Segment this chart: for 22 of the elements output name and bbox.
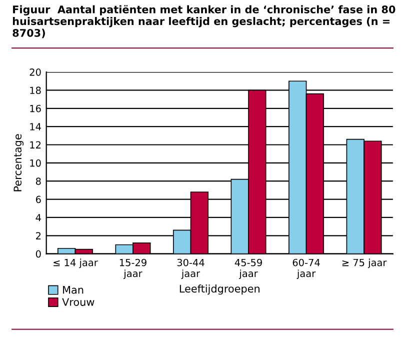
x-tick-label: 45-59 jaar bbox=[234, 258, 262, 279]
x-tick-label: ≤ 14 jaar bbox=[54, 258, 98, 268]
legend-label: Man bbox=[63, 286, 84, 294]
legend-label: Vrouw bbox=[62, 298, 94, 306]
y-tick-label: 0 bbox=[36, 250, 41, 258]
x-tick-label: 60-74 jaar bbox=[292, 258, 320, 279]
y-tick-label: 14 bbox=[30, 123, 41, 130]
y-tick-label: 4 bbox=[36, 214, 41, 222]
y-tick-label: 8 bbox=[36, 178, 41, 185]
chart-title: Figuur Aantal patiënten met kanker in de ‘chronische’ fase in 80 huisartsenpraktijken naar leeftijd en geslacht; percentages (n = 8703) bbox=[12, 5, 396, 38]
y-tick-label: 18 bbox=[30, 86, 41, 94]
x-axis-title: Leeftijdgroepen bbox=[180, 284, 260, 295]
y-tick-label: 10 bbox=[30, 159, 41, 167]
y-tick-label: 6 bbox=[36, 196, 41, 204]
x-tick-label: ≥ 75 jaar bbox=[342, 258, 387, 268]
y-tick-label: 12 bbox=[30, 141, 41, 148]
y-tick-label: 16 bbox=[30, 104, 41, 112]
x-tick-label: 15-29 jaar bbox=[120, 258, 146, 279]
y-tick-label: 20 bbox=[30, 68, 41, 76]
y-axis-title: Percentage bbox=[14, 134, 24, 192]
x-tick-label: 30-44 jaar bbox=[177, 258, 204, 279]
y-tick-label: 2 bbox=[36, 232, 41, 240]
